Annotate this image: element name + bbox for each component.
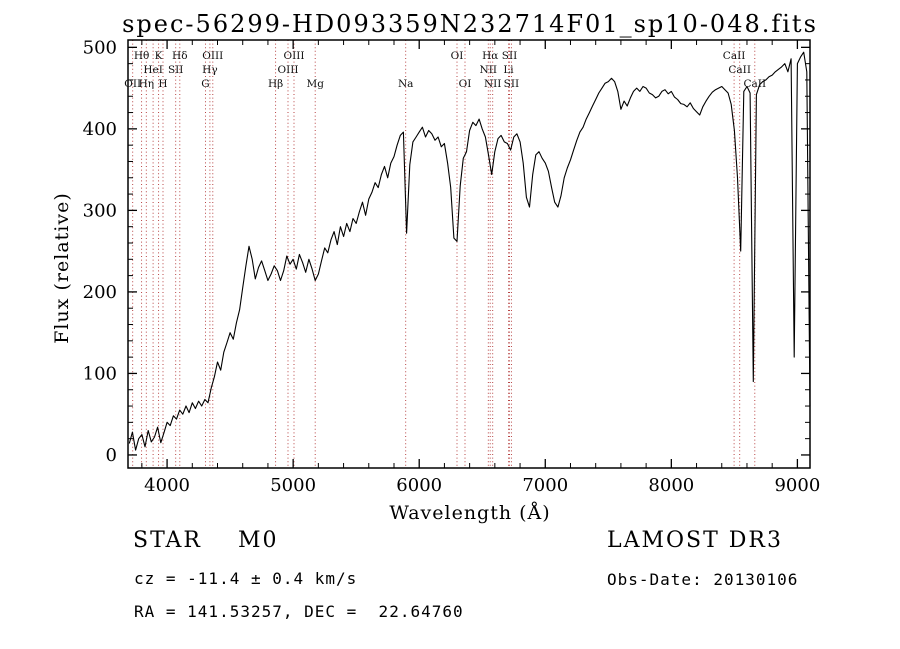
ra-dec-text: RA = 141.53257, DEC = 22.64760 <box>134 602 464 621</box>
spectral-marker-label: Hη <box>139 78 154 90</box>
axis-frame <box>127 39 811 469</box>
y-axis-label: Flux (relative) <box>51 192 73 344</box>
spectral-marker-label: OIII <box>277 64 298 76</box>
survey-text: LAMOST DR3 <box>607 528 783 553</box>
cz-velocity-text: cz = -11.4 ± 0.4 km/s <box>134 569 358 588</box>
y-tick-label: 100 <box>83 363 117 384</box>
spectral-marker-label: K <box>155 50 163 62</box>
spectral-marker-label: OII <box>124 78 141 90</box>
spectral-marker-label: Li <box>503 64 514 76</box>
x-tick-label: 9000 <box>774 475 820 496</box>
spectrum-trace <box>128 51 811 451</box>
obs-date-text: Obs-Date: 20130106 <box>607 570 799 589</box>
x-tick-label: 6000 <box>396 475 442 496</box>
x-tick-label: 4000 <box>144 475 190 496</box>
spectral-marker-label: SII <box>504 78 520 90</box>
spectral-marker-label: Hγ <box>202 64 217 76</box>
spectral-marker-label: Hδ <box>172 50 187 62</box>
y-tick-label: 200 <box>83 282 117 303</box>
spectral-marker-label: CaII <box>744 78 767 90</box>
spectral-marker-label: Hθ <box>134 50 149 62</box>
y-tick-label: 500 <box>83 37 117 58</box>
spectral-marker-label: OI <box>459 78 472 90</box>
plot-title: spec-56299-HD093359N232714F01_sp10-048.f… <box>122 10 818 38</box>
spectral-marker-label: Mg <box>306 78 324 90</box>
spectral-marker-label: Hβ <box>268 78 283 90</box>
spectral-marker-label: Na <box>398 78 413 90</box>
y-tick-label: 300 <box>83 200 117 221</box>
spectral-marker-label: Hα <box>482 50 498 62</box>
spectral-marker-label: OIII <box>283 50 304 62</box>
object-class-text: STAR M0 <box>133 528 279 553</box>
spectral-marker-label: OI <box>451 50 464 62</box>
spectral-marker-label: SII <box>168 64 184 76</box>
x-tick-label: 8000 <box>648 475 694 496</box>
spectral-marker-label: G <box>201 78 209 90</box>
y-tick-label: 0 <box>106 445 117 466</box>
spectral-marker-label: H <box>158 78 167 90</box>
x-tick-label: 5000 <box>270 475 316 496</box>
spectral-marker-label: CaII <box>728 64 751 76</box>
spectral-marker-label: HeI <box>143 64 163 76</box>
x-axis-label: Wavelength (Å) <box>389 502 551 524</box>
spectral-marker-label: NII <box>484 78 501 90</box>
y-tick-label: 400 <box>83 119 117 140</box>
spectral-marker-label: CaII <box>723 50 746 62</box>
spectral-marker-label: SII <box>502 50 518 62</box>
spectral-marker-label: OIII <box>202 50 223 62</box>
x-tick-label: 7000 <box>522 475 568 496</box>
spectral-marker-label: NII <box>480 64 497 76</box>
